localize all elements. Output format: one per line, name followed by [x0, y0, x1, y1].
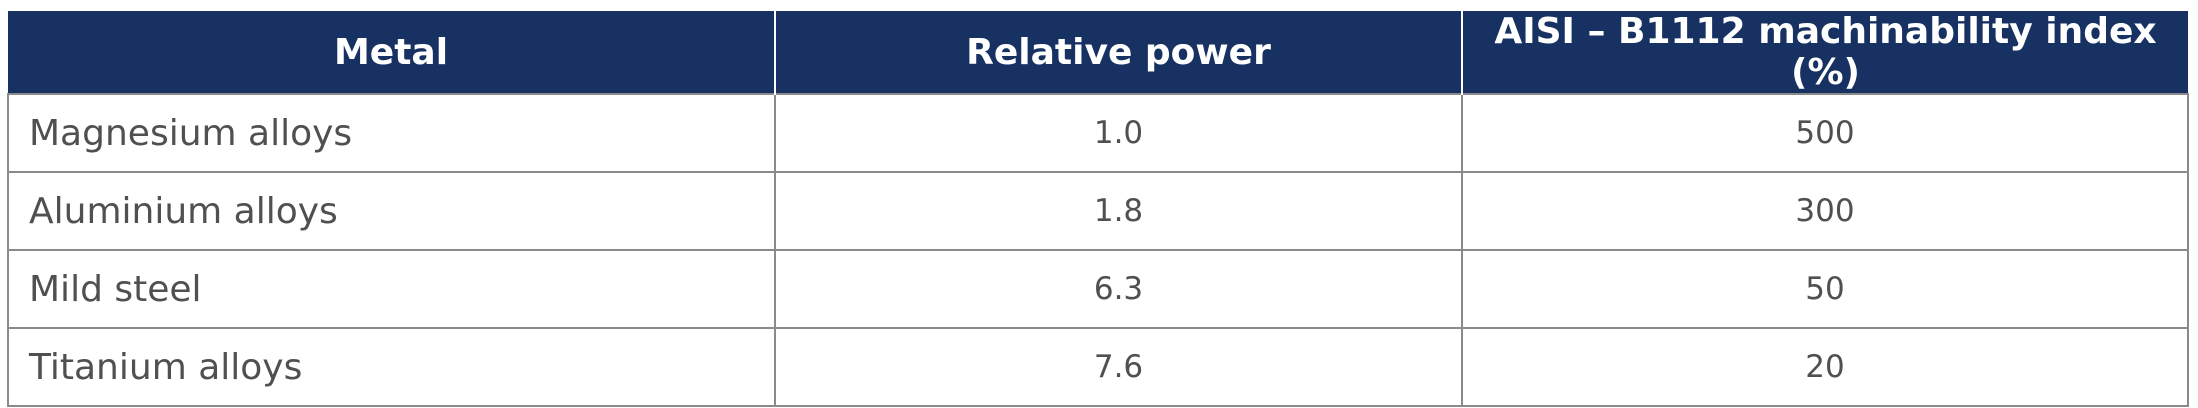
table-row: Magnesium alloys 1.0 500	[7, 93, 2189, 173]
table-cell: 1.8	[774, 171, 1463, 251]
table-cell: 1.0	[774, 93, 1463, 173]
table-cell: 7.6	[774, 327, 1463, 407]
table-cell: 20	[1461, 327, 2189, 407]
table-body: Magnesium alloys 1.0 500 Aluminium alloys 1.…	[7, 93, 2189, 407]
header-cell: Relative power	[774, 11, 1462, 94]
table-row: Aluminium alloys 1.8 300	[7, 171, 2189, 251]
table-header: Metal Relative power AISI – B1112 machinab…	[8, 11, 2188, 94]
table-cell: Mild steel	[7, 249, 776, 329]
table-row: Titanium alloys 7.6 20	[7, 327, 2189, 407]
table-cell: 500	[1461, 93, 2189, 173]
table-cell: Magnesium alloys	[7, 93, 776, 173]
table-cell: 300	[1461, 171, 2189, 251]
table-row: Mild steel 6.3 50	[7, 249, 2189, 329]
data-table: Metal Relative power AISI – B1112 machinab…	[7, 11, 2189, 407]
table-cell: Aluminium alloys	[7, 171, 776, 251]
table-cell: 6.3	[774, 249, 1463, 329]
header-cell: AISI – B1112 machinability index (%)	[1461, 11, 2188, 94]
table-cell: 50	[1461, 249, 2189, 329]
table-cell: Titanium alloys	[7, 327, 776, 407]
header-cell: Metal	[8, 11, 775, 94]
header-row: Metal Relative power AISI – B1112 machinab…	[8, 11, 2188, 94]
